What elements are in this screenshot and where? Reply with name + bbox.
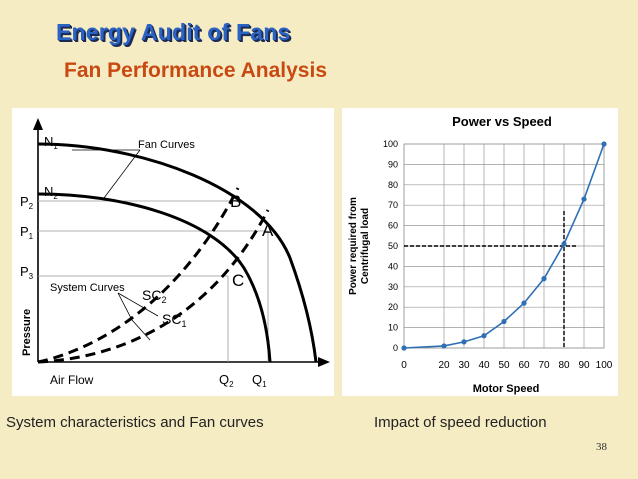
x-tick-label: 80 bbox=[558, 360, 570, 371]
chart-ylabel-line1: Power required from bbox=[348, 197, 359, 295]
x-tick-label: 70 bbox=[538, 360, 550, 371]
data-point bbox=[481, 333, 487, 339]
q2-label: Q2 bbox=[219, 372, 234, 389]
x-tick-label: 30 bbox=[458, 360, 470, 371]
x-tick-label: 100 bbox=[596, 360, 613, 371]
x-tick-label: 50 bbox=[498, 360, 510, 371]
y-tick-label: 40 bbox=[388, 261, 398, 271]
x-tick-label: 60 bbox=[518, 360, 530, 371]
pressure-axis-arrow-icon bbox=[33, 118, 43, 130]
left-caption: System characteristics and Fan curves bbox=[6, 414, 264, 431]
y-tick-label: 20 bbox=[388, 302, 398, 312]
power-vs-speed-chart: Power vs Speed Power required from Centr… bbox=[348, 114, 613, 395]
pressure-axis-label: Pressure bbox=[21, 309, 33, 356]
chart-xlabel: Motor Speed bbox=[473, 383, 540, 395]
data-point bbox=[501, 318, 507, 325]
data-point bbox=[441, 343, 447, 349]
power-series-line bbox=[403, 143, 605, 349]
n1-label: N1 bbox=[44, 134, 58, 151]
p3-label: P3 bbox=[20, 264, 34, 281]
point-c-label: C bbox=[232, 271, 244, 290]
airflow-axis-arrow-icon bbox=[318, 357, 330, 367]
slide-subtitle: Fan Performance Analysis bbox=[64, 59, 327, 82]
sc2-label: SC2 bbox=[142, 287, 166, 305]
data-point bbox=[601, 141, 607, 147]
y-tick-label: 70 bbox=[388, 200, 398, 210]
right-caption: Impact of speed reduction bbox=[374, 414, 547, 431]
n2-label: N2 bbox=[44, 184, 58, 201]
point-b-label: B bbox=[230, 192, 241, 211]
fan-curve-n2 bbox=[37, 192, 272, 363]
y-tick-label: 80 bbox=[388, 180, 398, 190]
fan-curve-n1 bbox=[37, 142, 318, 363]
chart-title: Power vs Speed bbox=[452, 114, 552, 129]
data-point bbox=[461, 339, 467, 345]
data-point bbox=[541, 276, 547, 282]
fan-curves-diagram: N1 N2 Fan Curves System Curves SC2 SC1 B… bbox=[20, 118, 330, 389]
q1-label: Q1 bbox=[252, 372, 267, 389]
p2-label: P2 bbox=[20, 194, 34, 211]
slide-title: Energy Audit of Fans bbox=[56, 19, 291, 45]
chart-ylabel-line2: Centrifugal load bbox=[360, 208, 371, 284]
system-curves-leader-3 bbox=[131, 319, 151, 341]
fan-curves-panel: N1 N2 Fan Curves System Curves SC2 SC1 B… bbox=[12, 108, 334, 396]
x-tick-label: 90 bbox=[578, 360, 590, 371]
data-point bbox=[561, 241, 567, 247]
power-speed-panel: Power vs Speed Power required from Centr… bbox=[342, 108, 618, 396]
system-curve-sc2 bbox=[37, 187, 240, 364]
data-point bbox=[521, 300, 527, 306]
x-tick-label: 40 bbox=[478, 360, 490, 371]
y-tick-label: 60 bbox=[388, 221, 398, 231]
y-tick-label: 0 bbox=[393, 343, 398, 353]
p1-label: P1 bbox=[20, 224, 34, 241]
x-tick-label: 20 bbox=[438, 360, 450, 371]
point-a-label: A bbox=[262, 221, 274, 240]
system-curves-leader-1 bbox=[117, 292, 133, 321]
y-tick-label: 50 bbox=[388, 241, 398, 251]
system-curves-label: System Curves bbox=[50, 282, 125, 294]
airflow-axis-label: Air Flow bbox=[50, 373, 94, 387]
y-tick-label: 100 bbox=[383, 139, 398, 149]
fan-curves-label: Fan Curves bbox=[138, 139, 195, 151]
y-tick-label: 90 bbox=[388, 159, 398, 169]
fan-curves-leader-2 bbox=[103, 149, 141, 199]
sc1-label: SC1 bbox=[162, 311, 186, 329]
slide-number: 38 bbox=[596, 441, 607, 453]
system-curve-sc1 bbox=[37, 209, 270, 364]
data-point bbox=[581, 196, 587, 202]
x-tick-label: 0 bbox=[401, 360, 407, 371]
system-curves-leader-2 bbox=[117, 292, 159, 317]
y-tick-label: 30 bbox=[388, 282, 398, 292]
y-tick-label: 10 bbox=[388, 323, 398, 333]
data-point bbox=[401, 345, 407, 351]
